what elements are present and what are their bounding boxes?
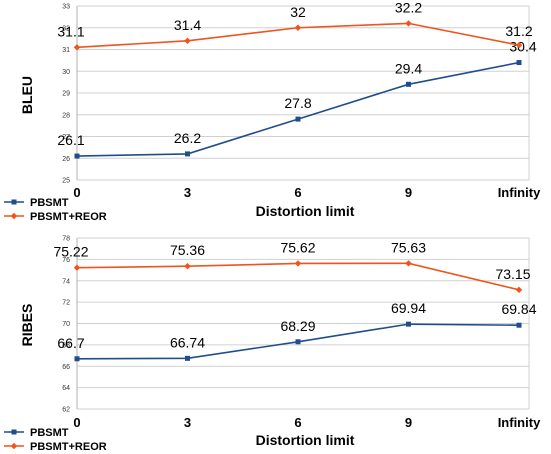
x-tick-label: Infinity [498, 185, 541, 200]
legend-marker [11, 429, 17, 435]
data-point [184, 37, 191, 44]
data-label: 30.4 [509, 39, 536, 55]
x-tick-label: 6 [294, 415, 301, 430]
y-tick-label: 25 [62, 178, 70, 185]
x-tick-label: Infinity [498, 415, 541, 430]
data-point [295, 116, 301, 122]
data-label: 31.4 [174, 17, 201, 33]
legend-entry: PBSMT [4, 197, 69, 209]
data-label: 27.8 [284, 95, 311, 111]
y-tick-label: 31 [62, 47, 70, 54]
legend-label: PBSMT+REOR [30, 441, 107, 453]
y-tick-label: 30 [62, 69, 70, 76]
data-label: 75.22 [53, 244, 88, 260]
y-tick-label: 28 [62, 112, 70, 119]
data-label: 69.84 [501, 301, 536, 317]
data-point [184, 263, 191, 270]
y-tick-label: 76 [62, 257, 70, 264]
y-tick-label: 66 [62, 364, 70, 371]
y-tick-label: 70 [62, 321, 70, 328]
legend-label: PBSMT [30, 427, 69, 439]
x-tick-label: 0 [73, 185, 80, 200]
data-label: 75.62 [280, 239, 315, 255]
chart-2: 62 64 66 68 70 72 74 76 78 0 3 6 9 Infinity Distortion… [4, 236, 541, 453]
y-tick-label: 74 [62, 278, 70, 285]
y-tick-label: 62 [62, 407, 70, 414]
data-label: 26.2 [174, 130, 201, 146]
y-axis-title: RIBES [19, 304, 35, 347]
data-point [185, 151, 190, 157]
data-point [295, 339, 301, 345]
y-tick-label: 72 [62, 300, 70, 307]
data-point [74, 153, 80, 159]
data-point [406, 81, 411, 87]
data-point [516, 322, 522, 328]
data-label: 69.94 [391, 300, 426, 316]
legend-entry: PBSMT+REOR [4, 441, 107, 453]
series-line [76, 262, 520, 291]
legend-label: PBSMT [30, 197, 69, 209]
y-tick-label: 68 [62, 342, 70, 349]
data-point [294, 260, 302, 267]
y-tick-label: 32 [62, 25, 70, 32]
series-pbsmt: 26.1 26.2 27.8 29.4 30.4 [57, 39, 537, 159]
x-tick-label: 9 [405, 185, 412, 200]
series-pbsmt-reor: 31.1 31.4 32 32.2 31.2 [57, 0, 533, 51]
legend-label: PBSMT+REOR [30, 211, 107, 223]
legend-entry: PBSMT [4, 427, 69, 439]
y-tick-label: 33 [62, 4, 70, 11]
data-point [73, 44, 81, 51]
chart-1: 25 26 27 28 29 30 31 32 33 0 3 6 9 Infinity Distortion… [4, 0, 541, 223]
data-label: 68.29 [280, 318, 315, 334]
data-label: 75.63 [391, 239, 426, 255]
data-label: 31.2 [505, 23, 532, 39]
legend-entry: PBSMT+REOR [4, 211, 107, 223]
series-pbsmt: 66.7 66.74 68.29 69.94 69.84 [57, 300, 537, 362]
x-tick-label: 9 [405, 415, 412, 430]
data-point [73, 264, 81, 271]
x-tick-label: 6 [294, 185, 301, 200]
data-point [185, 355, 190, 361]
data-label: 29.4 [395, 60, 422, 76]
y-tick-label: 78 [62, 236, 70, 243]
y-axis-title: BLEU [19, 76, 35, 114]
data-point [516, 60, 522, 66]
data-label: 31.1 [57, 23, 84, 39]
x-axis-title: Distortion limit [256, 432, 355, 448]
data-point [405, 20, 412, 27]
data-point [294, 24, 302, 31]
y-tick-label: 27 [62, 134, 70, 141]
data-label: 66.7 [57, 335, 84, 351]
data-point [405, 260, 412, 267]
data-label: 73.15 [495, 266, 530, 282]
data-label: 32 [290, 4, 306, 20]
data-point [406, 321, 411, 327]
x-tick-label: 0 [73, 415, 80, 430]
data-point [515, 41, 523, 49]
legend-marker [10, 442, 18, 450]
data-label: 32.2 [395, 0, 422, 15]
x-axis-title: Distortion limit [256, 203, 355, 219]
series-pbsmt-reor: 75.22 75.36 75.62 75.63 73.15 [53, 239, 531, 294]
y-tick-label: 29 [62, 91, 70, 98]
data-label: 26.1 [57, 132, 84, 148]
legend-marker [10, 212, 18, 220]
data-point [515, 286, 523, 294]
data-label: 66.74 [170, 334, 205, 350]
data-point [74, 356, 80, 362]
y-tick-label: 26 [62, 156, 70, 163]
y-tick-label: 64 [62, 385, 70, 392]
x-tick-label: 3 [184, 415, 191, 430]
data-label: 75.36 [170, 242, 205, 258]
x-tick-label: 3 [184, 185, 191, 200]
legend-marker [11, 199, 17, 205]
